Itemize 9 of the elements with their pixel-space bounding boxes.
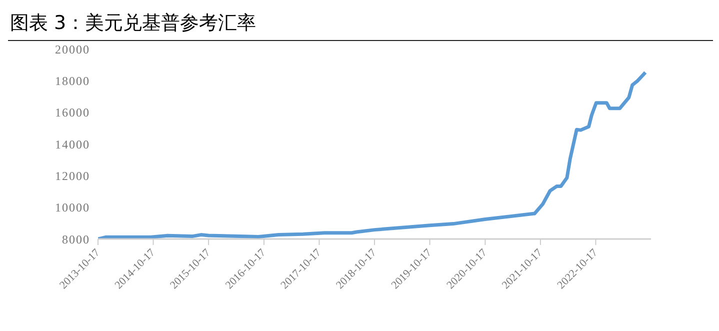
chart-title: 图表 3：美元兑基普参考汇率 (8, 8, 713, 41)
y-tick-label: 20000 (55, 42, 90, 56)
line-series (98, 70, 648, 239)
y-tick-label: 16000 (55, 106, 90, 120)
y-tick-label: 10000 (55, 200, 90, 215)
y-tick-label: 8000 (62, 232, 90, 246)
y-tick-label: 12000 (55, 168, 90, 183)
y-tick-label: 14000 (55, 137, 90, 152)
y-tick-label: 18000 (55, 74, 90, 88)
